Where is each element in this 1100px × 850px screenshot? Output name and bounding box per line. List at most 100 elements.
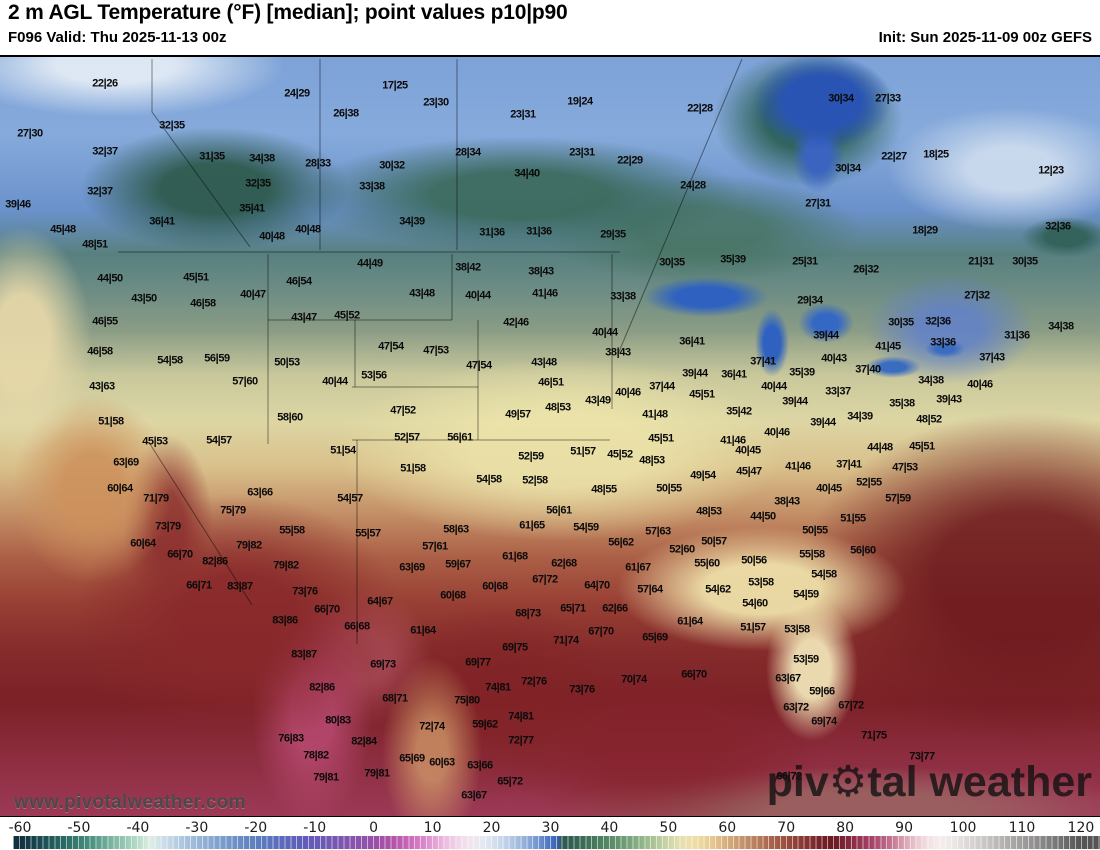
point-value: 38|43 [774,495,800,508]
point-value: 66|71 [186,579,212,592]
colorbar-tick: -60 [8,820,32,836]
pivotal-weather-logo: piv⚙tal weather [767,757,1092,807]
point-value: 31|36 [526,225,552,238]
point-value: 71|79 [143,492,169,505]
point-value: 54|62 [705,583,731,596]
point-value: 46|58 [190,297,216,310]
point-value: 45|51 [689,388,715,401]
point-value: 40|48 [259,230,285,243]
point-value: 65|72 [497,775,523,788]
colorbar-gradient [13,836,1100,849]
point-value: 38|42 [455,261,481,274]
point-value: 64|67 [367,595,393,608]
point-value: 75|80 [454,694,480,707]
point-value: 47|54 [378,340,404,353]
point-value: 34|39 [847,410,873,423]
point-value: 26|32 [853,263,879,276]
point-value: 60|63 [429,756,455,769]
point-value: 45|52 [607,448,633,461]
point-value: 42|46 [503,316,529,329]
point-value: 41|46 [720,434,746,447]
point-value: 43|50 [131,292,157,305]
point-value: 65|69 [642,631,668,644]
point-value: 57|63 [645,525,671,538]
point-value: 33|37 [825,385,851,398]
point-value: 22|28 [687,102,713,115]
point-value: 45|51 [648,432,674,445]
header-subrow: F096 Valid: Thu 2025-11-13 00z Init: Sun… [8,29,1092,46]
point-value: 41|45 [875,340,901,353]
point-value: 35|38 [889,397,915,410]
colorbar-tick: 0 [369,820,379,836]
point-value: 24|29 [284,87,310,100]
point-value: 79|82 [273,559,299,572]
point-value: 52|59 [518,450,544,463]
point-value: 40|44 [592,326,618,339]
point-value: 79|81 [364,767,390,780]
point-value: 56|62 [608,536,634,549]
point-value: 51|57 [740,621,766,634]
point-value: 24|28 [680,179,706,192]
point-value: 75|79 [220,504,246,517]
header: 2 m AGL Temperature (°F) [median]; point… [0,0,1100,55]
point-value: 36|41 [679,335,705,348]
point-value: 53|59 [793,653,819,666]
point-value: 40|46 [967,378,993,391]
point-value: 22|27 [881,150,907,163]
point-value: 55|58 [279,524,305,537]
point-value: 35|39 [789,366,815,379]
point-value: 60|68 [482,580,508,593]
point-value: 56|59 [204,352,230,365]
point-value: 41|46 [785,460,811,473]
point-value: 51|58 [400,462,426,475]
point-value: 34|38 [1048,320,1074,333]
point-value: 40|46 [615,386,641,399]
point-value: 30|34 [835,162,861,175]
point-value: 69|74 [811,715,837,728]
point-value: 72|74 [419,720,445,733]
colorbar-stripes [13,836,1100,849]
point-value: 54|58 [476,473,502,486]
point-value: 30|35 [888,316,914,329]
point-value: 72|77 [508,734,534,747]
point-value: 47|53 [423,344,449,357]
point-value: 72|76 [521,675,547,688]
point-value: 34|39 [399,215,425,228]
point-value: 53|56 [361,369,387,382]
point-value: 59|62 [472,718,498,731]
point-value: 54|59 [793,588,819,601]
point-value: 67|72 [838,699,864,712]
point-value: 36|41 [721,368,747,381]
point-value: 32|37 [92,145,118,158]
point-value: 61|68 [502,550,528,563]
point-value: 67|72 [532,573,558,586]
point-value: 37|41 [750,355,776,368]
point-value: 66|70 [681,668,707,681]
point-value: 69|73 [370,658,396,671]
colorbar-tick: -50 [67,820,91,836]
point-value: 39|44 [813,329,839,342]
colorbar-tick: -10 [303,820,327,836]
point-value: 35|39 [720,253,746,266]
point-value: 48|52 [916,413,942,426]
point-value: 66|72 [776,770,802,783]
point-value: 58|60 [277,411,303,424]
point-value: 50|53 [274,356,300,369]
colorbar-tick: -30 [185,820,209,836]
point-value: 40|45 [735,444,761,457]
point-value: 45|51 [909,440,935,453]
point-value: 50|55 [802,524,828,537]
point-value: 61|64 [677,615,703,628]
temperature-field [0,57,1100,816]
point-value: 62|66 [602,602,628,615]
point-value: 30|35 [659,256,685,269]
point-value: 23|31 [510,108,536,121]
point-value: 71|75 [861,729,887,742]
point-value: 82|84 [351,735,377,748]
point-value: 23|30 [423,96,449,109]
point-value: 44|50 [97,272,123,285]
point-value: 40|44 [322,375,348,388]
point-value: 60|64 [130,537,156,550]
point-value: 57|59 [885,492,911,505]
point-value: 47|52 [390,404,416,417]
